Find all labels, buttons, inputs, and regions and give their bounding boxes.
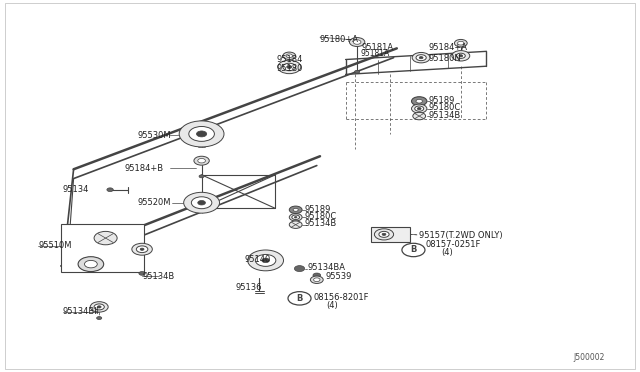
Text: 95530M: 95530M [138,131,172,140]
Text: 95157(T.2WD ONLY): 95157(T.2WD ONLY) [419,231,503,240]
Circle shape [278,60,301,74]
Circle shape [84,260,97,268]
Text: 95180C: 95180C [305,212,337,221]
Bar [61,224,144,272]
Circle shape [287,65,292,68]
Text: 95189: 95189 [429,96,455,105]
Circle shape [198,201,205,205]
Circle shape [294,217,297,218]
Circle shape [417,108,421,110]
Text: 95539: 95539 [325,272,351,280]
Text: 95189: 95189 [305,205,331,214]
Circle shape [140,248,144,250]
Circle shape [419,57,423,59]
Text: 95181A: 95181A [362,43,394,52]
Text: 95134B: 95134B [305,219,337,228]
Text: 95184+A: 95184+A [429,43,468,52]
Circle shape [262,258,269,263]
Circle shape [289,206,302,214]
Text: B: B [296,294,303,303]
Circle shape [184,192,220,213]
Text: 08157-0251F: 08157-0251F [426,240,481,249]
Circle shape [415,106,424,111]
Text: 95520M: 95520M [138,198,171,207]
Circle shape [283,52,296,60]
Circle shape [286,54,292,58]
Circle shape [413,112,426,120]
Circle shape [292,215,300,219]
Circle shape [412,97,427,106]
Circle shape [94,231,117,245]
Text: 95180+A: 95180+A [320,35,359,44]
Circle shape [456,53,465,58]
Circle shape [452,51,470,61]
Circle shape [199,175,204,178]
Circle shape [353,40,361,44]
Bar [371,227,410,242]
Circle shape [412,104,427,113]
Text: J500002: J500002 [573,353,605,362]
Text: 95134BⅡ: 95134BⅡ [63,307,99,316]
Text: 95136: 95136 [236,283,262,292]
Circle shape [416,99,422,103]
Circle shape [107,188,113,192]
Text: 95134: 95134 [63,185,89,194]
Circle shape [191,197,212,209]
Circle shape [402,243,425,257]
Circle shape [355,70,360,73]
Circle shape [189,126,214,141]
Text: 95510M: 95510M [38,241,72,250]
Circle shape [382,233,386,235]
Text: 95134BA: 95134BA [307,263,345,272]
Circle shape [283,63,296,71]
Circle shape [314,278,320,282]
Circle shape [379,231,389,237]
Text: (4): (4) [442,248,453,257]
Circle shape [248,250,284,271]
Text: 95184+B: 95184+B [125,164,164,173]
Text: 95140: 95140 [244,255,271,264]
Circle shape [194,156,209,165]
Circle shape [196,131,207,137]
Circle shape [310,276,323,283]
Circle shape [94,304,104,310]
Circle shape [97,306,101,308]
Circle shape [78,257,104,272]
Circle shape [293,208,298,211]
Circle shape [90,302,108,312]
Circle shape [412,52,430,63]
Text: (4): (4) [326,301,338,310]
Circle shape [459,55,463,57]
Circle shape [132,243,152,255]
Text: 08156-8201F: 08156-8201F [314,293,369,302]
Circle shape [374,229,394,240]
Text: 95134B: 95134B [429,111,461,120]
Text: B: B [410,246,417,254]
Text: 95181A: 95181A [360,49,390,58]
Text: 95180C: 95180C [429,103,461,112]
Circle shape [294,266,305,272]
Circle shape [289,221,302,228]
Text: 95134B: 95134B [142,272,174,280]
Circle shape [255,254,276,266]
Circle shape [454,39,467,47]
Circle shape [349,38,365,46]
Circle shape [139,272,145,275]
Circle shape [179,121,224,147]
Text: 95180: 95180 [276,64,303,73]
Circle shape [458,41,464,45]
Circle shape [136,246,148,253]
Circle shape [289,214,302,221]
Text: 95184: 95184 [276,55,303,64]
Circle shape [313,273,321,278]
Circle shape [288,292,311,305]
Text: 95180N: 95180N [429,54,461,63]
Circle shape [198,158,205,163]
Circle shape [416,55,426,61]
Circle shape [97,317,102,320]
